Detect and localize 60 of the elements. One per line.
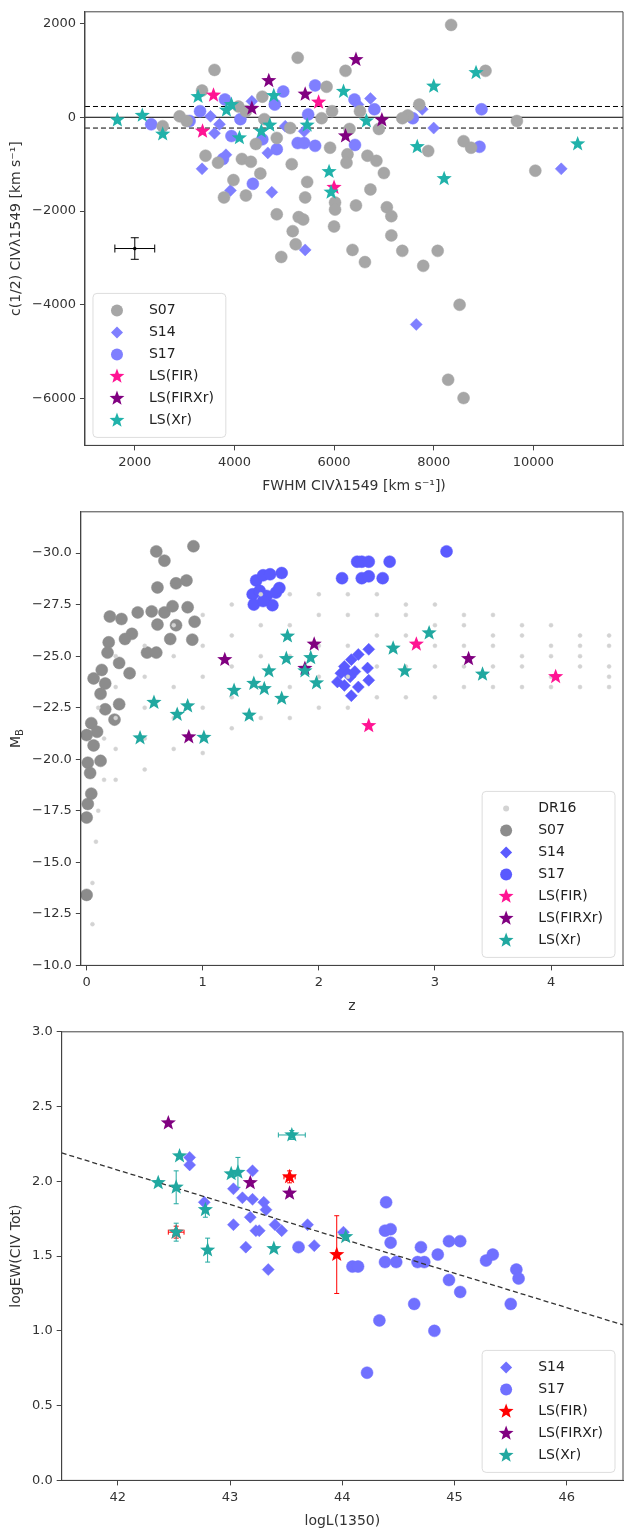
- legend-label: S07: [148, 301, 176, 318]
- y-tick-label: −2000: [31, 202, 76, 218]
- y-tick-label: 3.0: [31, 1023, 53, 1039]
- legend-label: S17: [538, 865, 565, 882]
- x-tick-label: 1: [198, 973, 207, 989]
- y-tick-label: −6000: [31, 389, 76, 405]
- legend-label: S14: [148, 323, 176, 340]
- y-tick-label: −30.0: [31, 544, 72, 560]
- y-tick-label: 2.5: [31, 1097, 53, 1113]
- legend-label: LS(Xr): [538, 931, 582, 948]
- legend-label: LS(Xr): [538, 1446, 582, 1463]
- legend-label: S07: [538, 821, 565, 838]
- legend-label: LS(Xr): [148, 411, 192, 428]
- y-tick-label: 1.5: [31, 1247, 53, 1263]
- legend-label: LS(FIR): [538, 1402, 588, 1419]
- x-tick-label: 4000: [217, 453, 251, 469]
- legend-label: S14: [538, 843, 565, 860]
- y-tick-label: −25.0: [31, 647, 72, 663]
- y-tick-label: −27.5: [31, 595, 72, 611]
- y-tick-label: 1.0: [31, 1322, 53, 1338]
- y-tick-label: 2000: [42, 14, 76, 30]
- x-tick-label: 2: [314, 973, 323, 989]
- y-tick-label: −12.5: [31, 905, 72, 921]
- y-tick-label: −20.0: [31, 750, 72, 766]
- x-tick-label: 44: [334, 1488, 351, 1504]
- legend-label: DR16: [538, 799, 577, 816]
- legend-label: S14: [538, 1358, 565, 1375]
- legend-label: LS(FIRXr): [538, 1424, 604, 1441]
- legend-label: LS(FIRXr): [538, 909, 604, 926]
- legend-label: S17: [538, 1380, 565, 1397]
- legend-label: S17: [148, 345, 176, 362]
- y-tick-label: −17.5: [31, 802, 72, 818]
- y-tick-label: −4000: [31, 296, 76, 312]
- y-axis-title: c(1/2) CIVλ1549 [km s⁻¹]: [6, 141, 23, 317]
- x-tick-label: 46: [558, 1488, 576, 1504]
- x-axis-title: FWHM CIVλ1549 [km s⁻¹]): [262, 476, 446, 493]
- x-tick-label: 0: [82, 973, 91, 989]
- y-tick-label: −10.0: [31, 956, 72, 972]
- y-tick-label: 0: [67, 108, 76, 124]
- y-tick-label: 2.0: [31, 1172, 53, 1188]
- x-axis-title: z: [348, 996, 356, 1013]
- x-tick-label: 10000: [512, 453, 555, 469]
- x-tick-label: 45: [446, 1488, 463, 1504]
- legend-label: LS(FIR): [538, 887, 588, 904]
- x-tick-label: 4: [546, 973, 556, 989]
- x-tick-label: 8000: [417, 453, 451, 469]
- x-tick-label: 6000: [317, 453, 351, 469]
- legend-label: LS(FIRXr): [148, 389, 214, 406]
- x-axis-title: logL(1350): [304, 1511, 381, 1528]
- y-tick-label: 0.5: [31, 1397, 53, 1413]
- y-axis-title: MB: [6, 728, 25, 749]
- x-tick-label: 43: [221, 1488, 239, 1504]
- x-tick-label: 2000: [118, 453, 152, 469]
- y-tick-label: −22.5: [31, 699, 72, 715]
- y-tick-label: 0.0: [31, 1471, 53, 1487]
- y-tick-label: −15.0: [31, 853, 72, 869]
- y-axis-title: logEW(CIV Tot): [6, 1204, 23, 1308]
- legend-label: LS(FIR): [148, 367, 199, 384]
- x-tick-label: 3: [430, 973, 440, 989]
- x-tick-label: 42: [109, 1488, 127, 1504]
